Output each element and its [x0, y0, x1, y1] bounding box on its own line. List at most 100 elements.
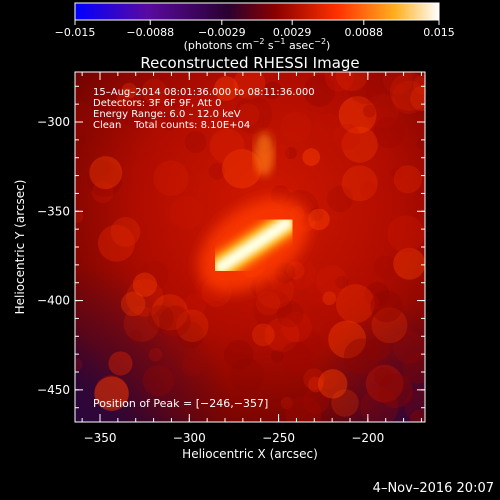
heatmap-texture-blob [94, 375, 129, 410]
y-tick-label: −300 [37, 115, 70, 129]
heatmap-texture-blob [315, 265, 348, 297]
heatmap-texture-blob [393, 247, 425, 280]
heatmap-texture-blob [120, 97, 153, 129]
x-axis-label: Heliocentric X (arcsec) [182, 447, 318, 461]
heatmap-texture-blob [151, 294, 188, 331]
heatmap-texture-blob [286, 261, 305, 280]
heatmap-texture-blob [284, 146, 297, 160]
y-tick-label: −450 [37, 383, 70, 397]
heatmap-texture-blob [116, 93, 130, 107]
heatmap-texture-blob [285, 395, 322, 422]
heatmap-texture-blob [366, 336, 391, 361]
y-axis-label: Heliocentric Y (arcsec) [13, 180, 27, 315]
heatmap-texture-blob [94, 376, 129, 412]
heatmap-texture-blob [169, 196, 204, 230]
heatmap-texture-blob [93, 159, 111, 176]
footer-timestamp: 4–Nov–2016 20:07 [372, 481, 494, 496]
heatmap-texture-blob [209, 128, 245, 164]
heatmap-texture-blob [303, 74, 336, 107]
heatmap-texture-blob [333, 123, 361, 151]
heatmap-texture-blob [360, 387, 399, 422]
info-detectors: Detectors: 3F 6F 9F, Att 0 [93, 98, 221, 109]
heatmap-texture-blob [347, 72, 383, 105]
colorbar [74, 2, 440, 21]
heatmap-texture-blob [410, 85, 425, 112]
heatmap-texture-blob [391, 167, 404, 180]
x-tick-label: −300 [173, 431, 206, 445]
heatmap-texture-blob [373, 116, 405, 149]
heatmap-texture-blob [75, 357, 83, 372]
heatmap-texture-blob [308, 208, 330, 231]
heatmap-texture-blob [154, 72, 189, 93]
heatmap-texture-blob [362, 104, 376, 118]
heatmap-texture-blob [75, 99, 95, 138]
colorbar-axis: −0.015 −0.0088 −0.0029 0.0029 0.0088 0.015 [55, 20, 455, 39]
heatmap-texture-blob [307, 376, 324, 393]
heatmap-texture-blob [392, 331, 425, 364]
heatmap-texture-blob [108, 351, 133, 376]
heatmap-texture-blob [251, 323, 275, 347]
heatmap-texture-blob [132, 272, 158, 297]
info-time-range: 15–Aug–2014 08:01:36.000 to 08:11:36.000 [93, 87, 315, 98]
x-tick-label: −250 [262, 431, 295, 445]
heatmap-texture-blob [234, 95, 273, 134]
heatmap-texture-blob [365, 93, 400, 129]
heatmap-texture-blob [402, 352, 425, 384]
heatmap-texture-blob [364, 281, 390, 307]
chart-title: Reconstructed RHESSI Image [140, 54, 359, 72]
colorbar-tick-label: 0.0029 [273, 26, 312, 39]
info-energy-range: Energy Range: 6.0 – 12.0 keV [93, 109, 241, 120]
heatmap-texture-blob [184, 293, 207, 316]
heatmap-texture-blob [392, 80, 425, 115]
heatmap-texture-blob [370, 290, 403, 323]
heatmap-texture-blob [373, 366, 394, 387]
heatmap-texture-blob [362, 294, 380, 311]
heatmap-texture-blob [371, 307, 408, 344]
heatmap-texture-blob [223, 340, 254, 370]
heatmap-image [75, 72, 425, 422]
heatmap-texture-blob [365, 364, 404, 403]
heatmap-texture-blob [335, 284, 375, 324]
heatmap-texture-blob [141, 78, 168, 104]
heatmap-texture-blob [276, 301, 304, 328]
colorbar-tick-label: −0.0088 [126, 26, 174, 39]
heatmap-texture-blob [91, 180, 114, 203]
heatmap-texture-blob [264, 317, 300, 353]
heatmap-texture-blob [377, 372, 413, 409]
heatmap-texture-blob [159, 305, 191, 337]
heatmap-texture-blob [117, 87, 141, 111]
heatmap-texture-blob [263, 81, 282, 100]
heatmap-texture-blob [175, 309, 209, 343]
heatmap-texture-blob [338, 96, 377, 134]
heatmap-texture-blob [312, 113, 343, 143]
heatmap-texture-blob [393, 165, 423, 194]
heatmap-texture-blob [233, 72, 266, 100]
heatmap-texture-blob [270, 349, 284, 363]
heatmap-texture-blob [280, 111, 312, 143]
heatmap-texture-blob [75, 210, 84, 223]
heatmap-texture-blob [413, 75, 425, 96]
heatmap-texture-blob [326, 185, 354, 212]
heatmap-texture-blob [139, 260, 169, 290]
heatmap-texture-blob [97, 224, 135, 262]
heatmap-texture-blob [209, 126, 236, 153]
heatmap-texture-blob [153, 160, 189, 196]
heatmap-texture-blob [310, 207, 324, 222]
heatmap-texture-blob [281, 311, 312, 343]
heatmap-texture-blob [89, 156, 123, 190]
heatmap-texture-blob [320, 371, 340, 391]
heatmap-texture-blob [387, 215, 425, 253]
colorbar-tick-label: −0.0029 [198, 26, 246, 39]
heatmap-texture-blob [303, 368, 325, 390]
heatmap-texture-blob [416, 137, 425, 151]
heatmap-texture-blob [184, 131, 207, 154]
heatmap-texture-blob [324, 72, 355, 92]
heatmap-texture-blob [317, 369, 348, 399]
heatmap-texture-blob [255, 291, 281, 316]
colorbar-tick-label: 0.015 [423, 26, 455, 39]
heatmap-texture-blob [121, 82, 137, 99]
heatmap-texture-blob [302, 148, 321, 166]
heatmap-texture-blob [208, 162, 226, 180]
heatmap-texture-blob [389, 72, 425, 112]
heatmap-texture-blob [284, 258, 316, 290]
